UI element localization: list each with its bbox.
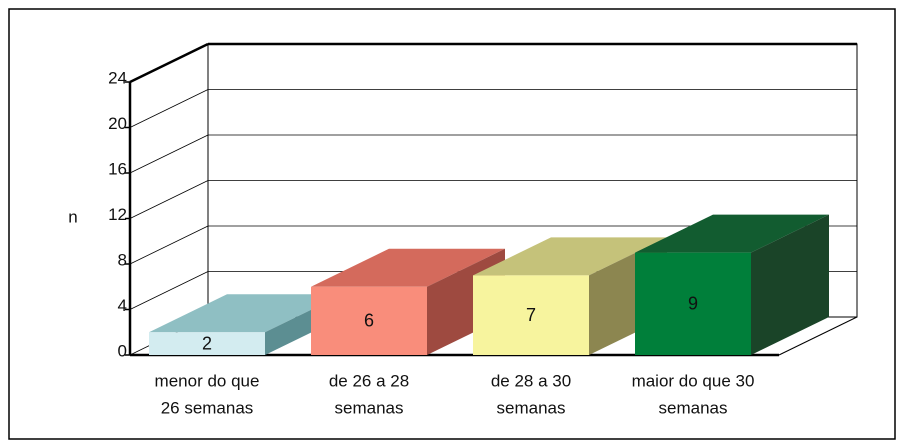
x-tick-label: menor do que xyxy=(155,371,260,390)
bar-top xyxy=(635,214,829,253)
y-tick-label: 4 xyxy=(118,296,127,315)
value-label: 6 xyxy=(364,311,374,331)
bar xyxy=(635,252,751,355)
side-grid-line xyxy=(129,89,209,128)
side-grid-line xyxy=(129,225,209,265)
y-tick-label: 0 xyxy=(118,341,127,360)
floor-right xyxy=(778,316,858,356)
y-tick-label: 12 xyxy=(108,205,127,224)
bar-side xyxy=(751,214,829,355)
x-tick-label: semanas xyxy=(497,398,566,417)
bar xyxy=(311,286,427,355)
x-tick-label: semanas xyxy=(659,398,728,417)
bar xyxy=(149,332,265,355)
y-tick-label: 16 xyxy=(108,159,127,178)
x-tick-label: de 26 a 28 xyxy=(329,371,409,390)
y-axis-label: n xyxy=(68,207,77,226)
x-tick-label: semanas xyxy=(335,398,404,417)
y-tick-label: 24 xyxy=(108,68,127,87)
y-tick-label: 8 xyxy=(118,250,127,269)
bar xyxy=(473,275,589,355)
y-tick-label: 20 xyxy=(108,114,127,133)
side-grid-line xyxy=(129,180,209,219)
x-tick-label: 26 semanas xyxy=(161,398,254,417)
bar-top xyxy=(311,248,505,287)
side-grid-line xyxy=(129,271,209,310)
side-grid-line xyxy=(129,134,209,174)
side-wall-top xyxy=(129,42,209,84)
x-tick-label: maior do que 30 xyxy=(632,371,755,390)
value-label: 7 xyxy=(526,305,536,325)
bar-top xyxy=(473,237,667,276)
value-label: 9 xyxy=(688,294,698,314)
bar-top xyxy=(149,294,343,333)
x-tick-label: de 28 a 30 xyxy=(491,371,571,390)
value-label: 2 xyxy=(202,333,212,353)
